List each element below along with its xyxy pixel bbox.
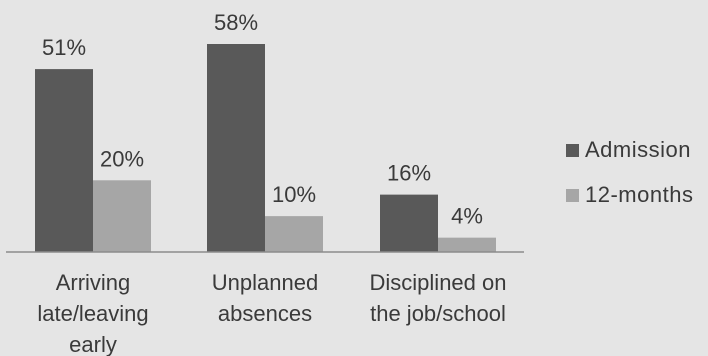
legend: Admission 12-months <box>566 134 693 224</box>
bar-admission-1 <box>207 44 265 252</box>
category-label-2-line-1: the job/school <box>370 301 506 326</box>
category-label-0-line-1: late/leaving <box>37 301 148 326</box>
category-label-0-line-2: early <box>69 332 117 356</box>
data-label-12-months-2: 4% <box>451 204 483 229</box>
bar-12-months-2 <box>438 237 496 252</box>
data-label-12-months-1: 10% <box>272 182 316 207</box>
bar-12-months-1 <box>265 216 323 252</box>
bar-admission-2 <box>380 194 438 252</box>
data-label-admission-1: 58% <box>214 10 258 35</box>
category-label-2-line-0: Disciplined on <box>370 270 507 295</box>
bar-admission-0 <box>35 69 93 252</box>
legend-label-admission: Admission <box>585 137 691 162</box>
category-label-1-line-1: absences <box>218 301 312 326</box>
legend-item-12-months: 12-months <box>566 179 693 211</box>
category-label-0-line-0: Arriving <box>56 270 131 295</box>
legend-swatch-12-months <box>566 188 579 202</box>
category-label-1-line-0: Unplanned <box>212 270 318 295</box>
legend-item-admission: Admission <box>566 134 693 166</box>
legend-swatch-admission <box>566 143 579 157</box>
bar-12-months-0 <box>93 180 151 252</box>
legend-label-12-months: 12-months <box>585 182 694 207</box>
data-label-admission-0: 51% <box>42 35 86 60</box>
data-label-12-months-0: 20% <box>100 146 144 171</box>
data-label-admission-2: 16% <box>387 161 431 186</box>
